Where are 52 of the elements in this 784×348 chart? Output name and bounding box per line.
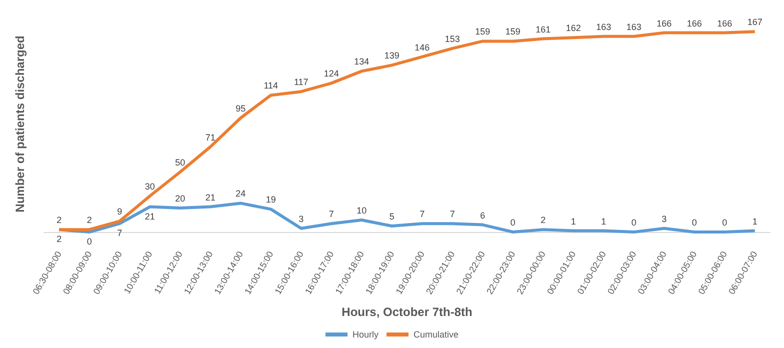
data-label: 166 bbox=[686, 18, 702, 28]
data-label: 161 bbox=[536, 24, 551, 34]
data-label: 124 bbox=[324, 68, 339, 79]
data-label: 7 bbox=[420, 209, 425, 220]
data-label: 167 bbox=[747, 17, 762, 28]
data-label: 162 bbox=[566, 23, 581, 34]
data-label: 2 bbox=[56, 234, 62, 244]
data-label: 5 bbox=[389, 212, 394, 222]
data-label: 24 bbox=[236, 188, 246, 199]
data-label: 114 bbox=[264, 80, 278, 91]
data-label: 159 bbox=[505, 26, 520, 37]
data-label: 3 bbox=[662, 214, 667, 224]
data-label: 3 bbox=[298, 214, 304, 224]
data-label: 10 bbox=[356, 206, 367, 216]
data-label: 153 bbox=[444, 34, 460, 44]
data-label: 1 bbox=[752, 216, 758, 226]
data-label: 2 bbox=[56, 215, 62, 226]
data-label: 159 bbox=[475, 26, 490, 37]
data-label: 163 bbox=[626, 22, 642, 32]
data-label: 0 bbox=[722, 218, 728, 228]
data-label: 6 bbox=[480, 210, 486, 220]
data-label: 134 bbox=[354, 56, 370, 67]
data-label: 7 bbox=[117, 228, 122, 238]
data-label: 71 bbox=[205, 132, 216, 142]
data-label: 7 bbox=[450, 209, 455, 220]
data-label: 50 bbox=[175, 158, 186, 168]
data-label: 19 bbox=[266, 194, 276, 205]
data-label: 163 bbox=[596, 22, 612, 32]
y-axis-title: Number of patients discharged bbox=[13, 36, 27, 212]
legend-label: Hourly bbox=[352, 330, 379, 340]
data-label: 0 bbox=[510, 218, 516, 228]
data-label: 1 bbox=[601, 216, 606, 226]
data-label: 2 bbox=[540, 215, 546, 226]
data-label: 0 bbox=[86, 236, 92, 246]
data-label: 7 bbox=[328, 209, 334, 220]
data-label: 20 bbox=[175, 194, 186, 204]
data-label: 0 bbox=[692, 218, 697, 228]
data-label: 9 bbox=[117, 206, 122, 217]
data-label: 2 bbox=[86, 215, 92, 226]
data-label: 139 bbox=[384, 50, 400, 61]
x-axis-title: Hours, October 7th-8th bbox=[342, 305, 472, 319]
data-label: 146 bbox=[414, 42, 430, 52]
data-label: 166 bbox=[656, 18, 672, 28]
data-label: 1 bbox=[570, 216, 576, 226]
data-label: 30 bbox=[144, 182, 155, 192]
data-label: 117 bbox=[294, 77, 308, 88]
data-label: 166 bbox=[717, 18, 732, 28]
data-label: 95 bbox=[236, 104, 246, 114]
data-label: 21 bbox=[144, 211, 155, 222]
data-label: 0 bbox=[631, 218, 636, 228]
data-label: 21 bbox=[205, 192, 216, 202]
legend-label: Cumulative bbox=[413, 330, 459, 340]
